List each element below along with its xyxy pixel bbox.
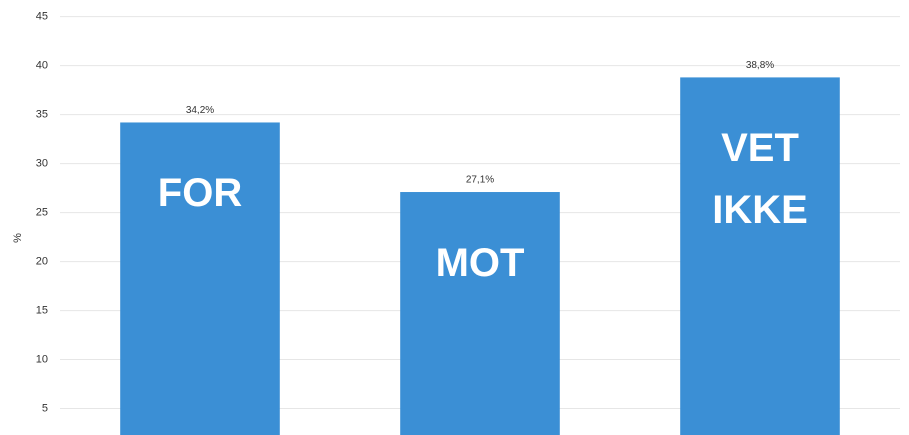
y-tick-label: 30 — [36, 158, 48, 170]
category-label: MOT — [435, 241, 525, 286]
bar — [680, 77, 840, 435]
category-label: FOR — [157, 171, 243, 216]
value-label: 38,8% — [746, 60, 774, 71]
y-tick-label: 15 — [36, 304, 48, 316]
category-label: VET IKKE — [712, 126, 808, 233]
y-tick-label: 25 — [36, 207, 48, 219]
value-label: 27,1% — [466, 175, 494, 186]
y-tick-label: 45 — [36, 11, 48, 23]
value-label: 34,2% — [186, 105, 214, 116]
y-tick-label: 35 — [36, 109, 48, 121]
y-axis-label: % — [12, 233, 24, 243]
y-tick-label: 5 — [42, 402, 48, 414]
y-tick-label: 20 — [36, 255, 48, 267]
bar — [400, 192, 560, 435]
y-tick-label: 40 — [36, 60, 48, 72]
y-tick-label: 10 — [36, 353, 48, 365]
bar — [120, 122, 280, 435]
